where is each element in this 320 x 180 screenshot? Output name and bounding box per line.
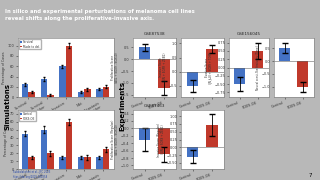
Legend: Survival, Made to del.: Survival, Made to del.: [19, 39, 41, 50]
Bar: [158, 128, 170, 154]
Bar: [103, 87, 109, 97]
Y-axis label: Invasive Score
(JUN + EGFR + ZEB1): Invasive Score (JUN + EGFR + ZEB1): [159, 53, 167, 82]
Bar: [78, 92, 84, 97]
Bar: [41, 79, 47, 97]
Text: Experiments: Experiments: [119, 81, 125, 131]
Bar: [187, 72, 198, 86]
Bar: [47, 95, 53, 97]
Title: GSE156045: GSE156045: [237, 32, 261, 36]
Y-axis label: Neural crest-like features (Time): Neural crest-like features (Time): [256, 45, 260, 90]
Bar: [206, 49, 218, 72]
Y-axis label: Invasive Score (Regulon)
(JUN + SOX9 + ZEB1): Invasive Score (Regulon) (JUN + SOX9 + Z…: [156, 122, 165, 157]
Legend: Control, SOX9-OE: Control, SOX9-OE: [19, 111, 36, 122]
Bar: [96, 89, 103, 97]
Bar: [22, 84, 28, 97]
Bar: [234, 68, 245, 84]
Bar: [297, 61, 308, 87]
Bar: [103, 149, 109, 169]
Bar: [22, 134, 28, 169]
Bar: [84, 89, 91, 97]
Bar: [78, 157, 84, 169]
Bar: [187, 147, 198, 157]
Title: GSE87463: GSE87463: [144, 104, 165, 108]
Bar: [59, 66, 66, 97]
Bar: [59, 157, 66, 169]
Y-axis label: Percentage of Cases: Percentage of Cases: [2, 51, 6, 84]
Y-axis label: Proliferative Score
(AXL + SOX9 - SOX10): Proliferative Score (AXL + SOX9 - SOX10): [111, 52, 119, 83]
Bar: [66, 122, 72, 169]
Bar: [47, 153, 53, 169]
Bar: [84, 157, 91, 169]
Bar: [28, 92, 35, 97]
Bar: [66, 46, 72, 97]
Bar: [158, 59, 170, 88]
Y-axis label: Proliferative Score (Regulon)
(AXL + SOX9 - SOX10): Proliferative Score (Regulon) (AXL + SOX…: [111, 120, 119, 159]
Text: 7: 7: [308, 173, 312, 178]
Bar: [41, 130, 47, 169]
Text: Subbalakshmi et al., JFC 2023
https://doi.org/2025.000358: Subbalakshmi et al., JFC 2023 https://do…: [13, 170, 50, 179]
Bar: [28, 157, 35, 169]
Bar: [139, 47, 150, 59]
Bar: [206, 125, 218, 147]
Y-axis label: Evasion Score
(JN JUN + SOX9 + TDM): Evasion Score (JN JUN + SOX9 + TDM): [204, 51, 213, 84]
Text: Simulations: Simulations: [4, 83, 10, 130]
Bar: [139, 128, 150, 140]
Text: In silico and experimental perturbations of melanoma cell lines
reveal shifts al: In silico and experimental perturbations…: [5, 9, 195, 21]
Bar: [96, 157, 103, 169]
Bar: [279, 48, 290, 61]
Bar: [252, 51, 263, 68]
Y-axis label: Percentage of Cases: Percentage of Cases: [4, 123, 8, 156]
Title: GSE87538: GSE87538: [144, 32, 165, 36]
